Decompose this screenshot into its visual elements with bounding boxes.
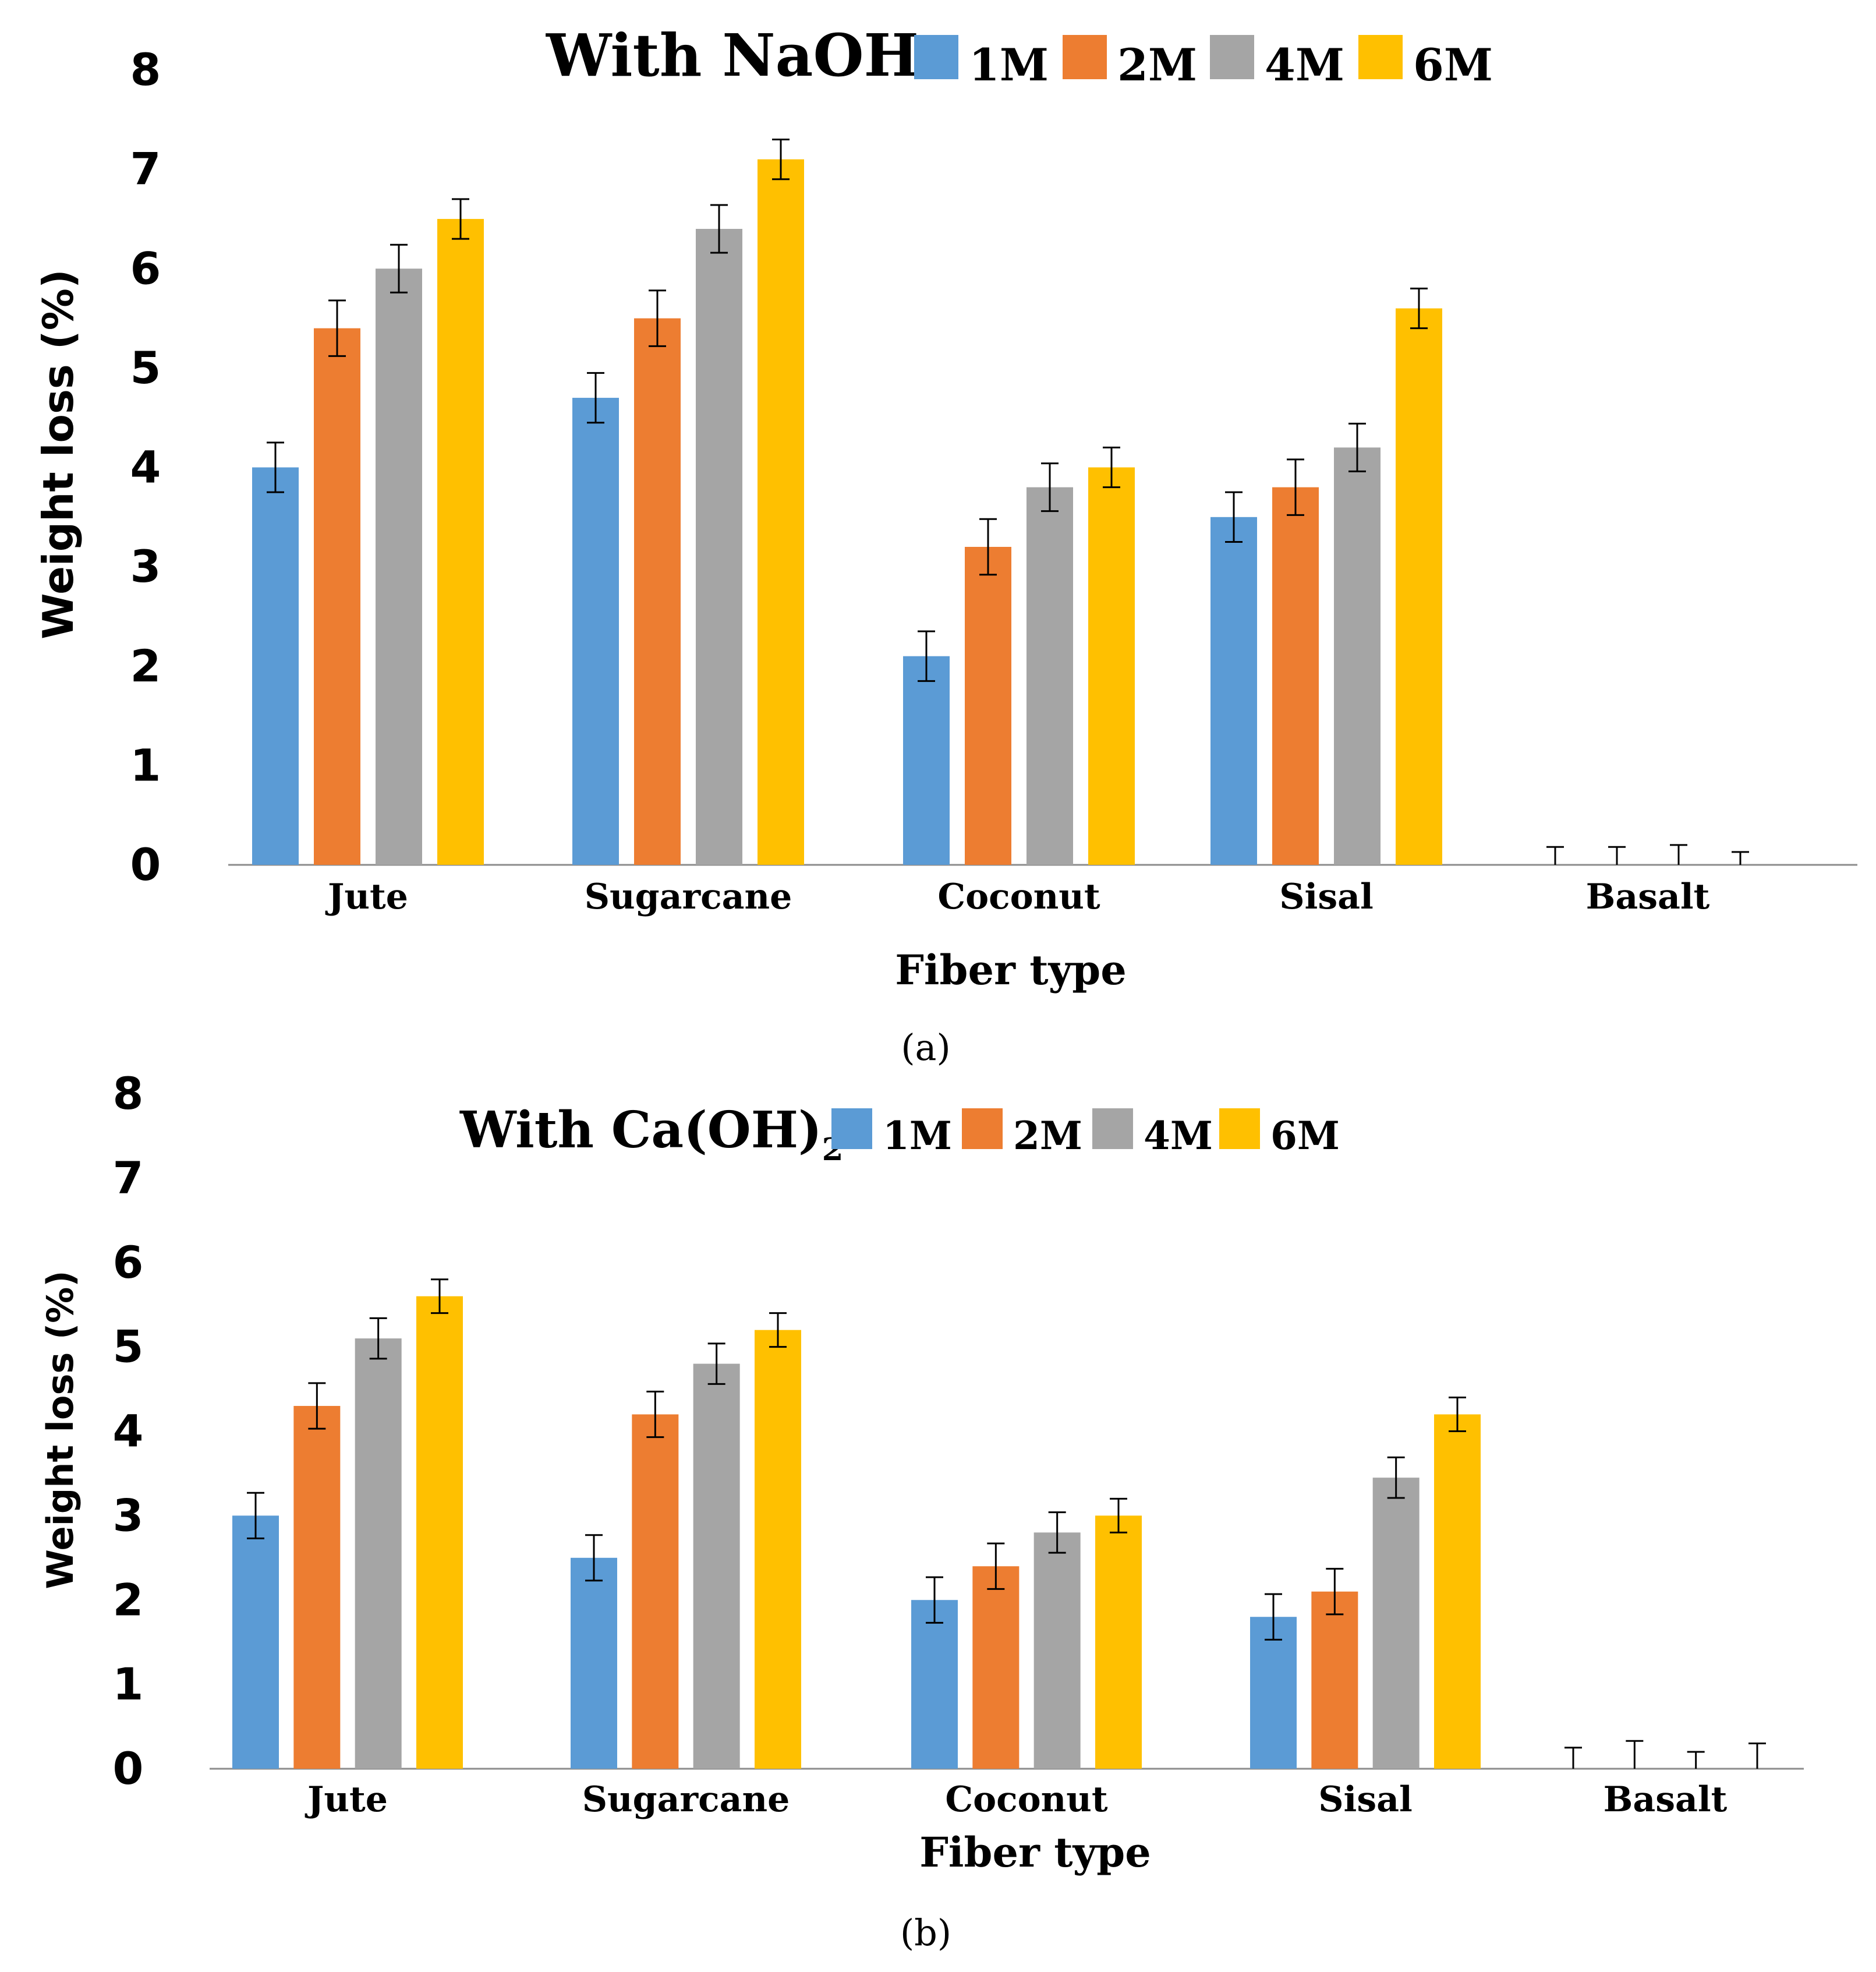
y-tick-label: 0 — [130, 839, 161, 890]
x-category-label: Jute — [305, 1779, 388, 1820]
chart-panel-a: 0 1 2 3 4 5 6 7 8 Jute Sugarcane Coconut Sisal Basalt… — [34, 21, 1857, 1069]
bar-coconut-4m — [1033, 1532, 1081, 1769]
x-category-label: Sugarcane — [585, 877, 792, 917]
y-tick-label: 3 — [130, 540, 161, 592]
y-tick-label: 8 — [113, 1068, 144, 1119]
bar-jute-4m — [355, 1338, 402, 1769]
bar-sisal-1m — [1210, 517, 1257, 865]
bar-sisal-2m — [1272, 487, 1319, 865]
x-axis-label: Fiber type — [895, 946, 1127, 994]
legend-label-6m: 6M — [1270, 1113, 1340, 1158]
y-tick-label: 6 — [113, 1236, 144, 1288]
x-category-label: Coconut — [937, 877, 1100, 917]
legend-swatch-2m — [962, 1108, 1003, 1149]
bar-sisal-2m — [1311, 1591, 1358, 1769]
legend-label-6m: 6M — [1413, 39, 1493, 91]
y-tick-label: 7 — [130, 143, 161, 195]
x-axis-label: Fiber type — [919, 1828, 1151, 1876]
bar-sisal-6m — [1434, 1414, 1481, 1769]
legend-label-2m: 2M — [1013, 1113, 1082, 1158]
y-tick-label: 5 — [130, 342, 161, 394]
bar-sugarcane-1m — [572, 398, 619, 865]
bar-sisal-4m — [1372, 1478, 1420, 1769]
legend-label-4m: 4M — [1144, 1113, 1213, 1158]
legend-swatch-6m — [1219, 1108, 1260, 1149]
y-tick-label: 3 — [113, 1489, 144, 1541]
panel-label: (b) — [900, 1911, 951, 1954]
y-tick-label: 8 — [130, 44, 161, 96]
bar-sugarcane-4m — [696, 229, 742, 865]
bar-sisal-4m — [1334, 447, 1381, 865]
bar-sugarcane-6m — [758, 159, 804, 865]
bar-sisal-6m — [1396, 308, 1442, 865]
x-category-label: Basalt — [1604, 1779, 1728, 1820]
bar-coconut-2m — [965, 547, 1011, 865]
legend-label-1m: 1M — [883, 1113, 952, 1158]
bar-jute-2m — [293, 1406, 341, 1769]
y-tick-label: 2 — [113, 1574, 144, 1625]
bar-jute-4m — [376, 268, 422, 865]
y-axis-label: Weight loss (%) — [39, 1270, 82, 1589]
x-category-label: Jute — [325, 877, 408, 917]
y-tick-label: 2 — [130, 640, 161, 692]
legend-swatch-1m — [914, 35, 958, 79]
chart-title: With NaOH — [546, 21, 919, 90]
y-tick-label: 4 — [130, 441, 161, 493]
bar-jute-2m — [314, 328, 360, 865]
bar-sugarcane-2m — [634, 318, 681, 865]
bar-jute-6m — [416, 1296, 463, 1769]
bar-coconut-2m — [972, 1566, 1020, 1769]
bar-sugarcane-6m — [755, 1330, 801, 1769]
y-tick-label: 0 — [113, 1743, 144, 1794]
x-category-label: Coconut — [945, 1779, 1108, 1820]
bar-coconut-1m — [903, 656, 950, 865]
bar-sugarcane-1m — [571, 1557, 617, 1769]
bar-coconut-6m — [1088, 467, 1135, 865]
legend-label-1m: 1M — [969, 39, 1049, 91]
legend-swatch-4m — [1210, 35, 1254, 79]
x-category-label: Basalt — [1586, 877, 1710, 917]
legend-swatch-1m — [831, 1108, 872, 1149]
y-tick-label: 7 — [113, 1152, 144, 1204]
bar-jute-1m — [232, 1515, 279, 1769]
bar-coconut-6m — [1095, 1515, 1142, 1769]
bar-jute-6m — [437, 218, 484, 865]
bar-coconut-4m — [1027, 487, 1073, 865]
bar-jute-1m — [252, 467, 299, 865]
bar-sisal-1m — [1250, 1617, 1297, 1769]
y-tick-label: 4 — [113, 1405, 144, 1457]
legend-label-4m: 4M — [1265, 39, 1344, 91]
y-tick-label: 1 — [130, 739, 161, 791]
chart-panel-b: 0 1 2 3 4 5 6 7 8 Jute Sugarcane Coconut Sisal Basalt… — [39, 1068, 1804, 1954]
legend-swatch-6m — [1358, 35, 1403, 79]
legend-swatch-4m — [1092, 1108, 1133, 1149]
bar-sugarcane-4m — [693, 1363, 740, 1769]
y-tick-label: 1 — [113, 1658, 144, 1710]
x-category-label: Sisal — [1318, 1779, 1413, 1820]
panel-label: (a) — [901, 1026, 950, 1069]
y-axis-label: Weight loss (%) — [34, 269, 83, 639]
bar-coconut-1m — [911, 1600, 958, 1769]
legend-label-2m: 2M — [1117, 39, 1197, 91]
x-category-label: Sisal — [1279, 877, 1374, 917]
bar-sugarcane-2m — [632, 1414, 679, 1769]
legend-swatch-2m — [1063, 35, 1107, 79]
chart-title: With Ca(OH)2 — [459, 1101, 844, 1168]
y-tick-label: 6 — [130, 242, 161, 294]
y-tick-label: 5 — [113, 1321, 144, 1373]
x-category-label: Sugarcane — [582, 1779, 790, 1820]
